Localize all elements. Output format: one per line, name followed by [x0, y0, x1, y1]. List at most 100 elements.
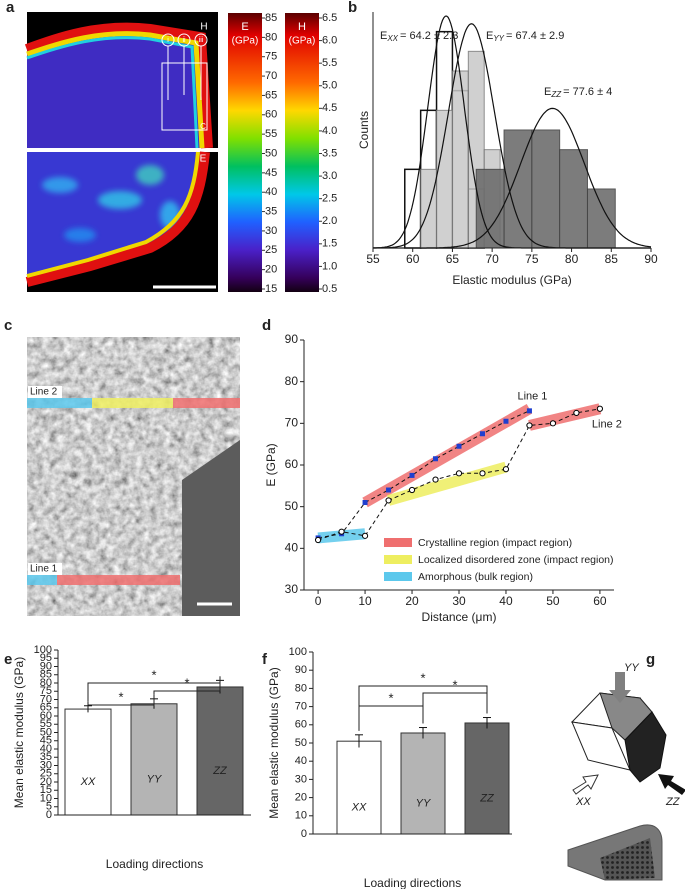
y-tick-label: 15	[40, 784, 52, 796]
y-axis-label: E (GPa)	[264, 443, 278, 486]
point	[433, 456, 439, 462]
fit-text: = 67.4 ± 2.9	[506, 30, 564, 42]
point	[479, 431, 485, 437]
region-band	[528, 403, 602, 431]
y-tick-label: 40	[40, 743, 52, 755]
colorbar-tick-label: 5.0	[322, 80, 337, 92]
point	[502, 466, 510, 473]
y-tick-label: 30	[285, 582, 299, 596]
x-tick-label: 70	[485, 252, 499, 266]
point	[314, 536, 322, 544]
y-tick-label: 95	[40, 652, 52, 664]
histogram-bar	[559, 149, 588, 249]
x-tick-label: 55	[366, 252, 380, 266]
fit-text: = 64.2 ± 2.3	[400, 30, 458, 42]
point	[479, 470, 486, 477]
colorbar	[228, 13, 262, 292]
map-text: i	[167, 37, 169, 44]
region-band	[387, 461, 508, 506]
x-tick-label: 10	[358, 594, 372, 608]
fit-label: EXX = 64.2 ± 2.3	[380, 30, 458, 43]
fit-text: = 77.6 ± 4	[563, 86, 612, 98]
colorbar-tick-label: 1.5	[322, 238, 337, 250]
colorbar	[285, 13, 319, 292]
y-tick-label: 90	[285, 332, 299, 346]
x-tick-label: 30	[452, 594, 466, 608]
y-tick-label: 60	[285, 457, 299, 471]
map-images	[24, 12, 218, 292]
y-tick-label: 50	[295, 737, 307, 749]
histogram-bar	[451, 70, 469, 249]
category-label: YY	[416, 797, 431, 809]
x-tick-label: 20	[405, 594, 419, 608]
y-tick-label: 0	[301, 828, 307, 840]
colorbar-tick-label: 2.5	[322, 193, 337, 205]
legend-label: Crystalline region (impact region)	[418, 537, 572, 549]
y-tick-label: 10	[40, 792, 52, 804]
point	[409, 472, 415, 478]
histogram-bar	[586, 188, 616, 249]
fit-subscript: ZZ	[550, 90, 562, 99]
legend-swatch	[384, 555, 412, 564]
point	[456, 443, 462, 449]
y-axis-label: Counts	[357, 111, 371, 149]
fit-label: EYY = 67.4 ± 2.9	[486, 30, 564, 43]
y-tick-label: 55	[40, 718, 52, 730]
point	[408, 486, 416, 494]
y-tick-label: 45	[40, 735, 52, 747]
series-label: Line 2	[592, 419, 622, 431]
point	[503, 418, 509, 424]
map-edge	[26, 31, 205, 149]
y-tick-label: 70	[285, 416, 299, 430]
colorbar-tick-label: 75	[265, 51, 277, 63]
map-text: ii	[182, 37, 186, 44]
fit-symbol: E	[380, 30, 387, 42]
colorbar-tick-label: 55	[265, 128, 277, 140]
y-tick-label: 5	[46, 801, 52, 813]
fit-subscript: XX	[386, 34, 398, 43]
y-axis-label: Mean elastic modulus (GPa)	[267, 667, 281, 818]
y-tick-label: 60	[40, 710, 52, 722]
panel-label: c	[4, 317, 12, 334]
point	[362, 500, 368, 505]
bar	[130, 703, 178, 816]
bar	[196, 686, 244, 816]
x-tick-label: 65	[446, 252, 460, 266]
point	[385, 497, 392, 504]
colorbar-tick-label: 2.0	[322, 215, 337, 227]
bar	[64, 708, 112, 816]
map-text: H	[200, 22, 207, 33]
y-tick-label: 80	[295, 682, 307, 694]
prism-end	[624, 711, 667, 783]
histogram-bar	[503, 129, 533, 249]
x-tick-label: 50	[546, 594, 560, 608]
colorbar-tick-label: 6.0	[322, 34, 337, 46]
point	[432, 476, 439, 483]
y-tick-label: 60	[295, 719, 307, 731]
sem-image	[27, 337, 240, 616]
y-tick-label: 40	[295, 755, 307, 767]
colorbar-tick-label: 6.5	[322, 12, 337, 24]
y-tick-label: 25	[40, 768, 52, 780]
y-tick-label: 70	[295, 701, 307, 713]
colorbar-tick-label: 30	[265, 225, 277, 237]
region-band	[362, 403, 533, 508]
colorbar-title: H	[298, 21, 306, 33]
y-tick-label: 10	[295, 810, 307, 822]
axis-label: XX	[575, 796, 591, 808]
bar	[400, 732, 446, 835]
y-tick-label: 40	[285, 541, 299, 555]
category-label: YY	[147, 773, 162, 785]
x-tick-label: 90	[644, 252, 658, 266]
arrow-zz	[658, 774, 685, 795]
y-tick-label: 20	[40, 776, 52, 788]
y-tick-label: 50	[285, 499, 299, 513]
colorbar-unit: (GPa)	[232, 36, 259, 47]
y-tick-label: 100	[289, 646, 307, 658]
colorbar-tick-label: 65	[265, 89, 277, 101]
bar	[464, 722, 510, 835]
y-tick-label: 90	[295, 664, 307, 676]
colorbar-tick-label: 80	[265, 31, 277, 43]
histogram-bar	[436, 109, 453, 249]
